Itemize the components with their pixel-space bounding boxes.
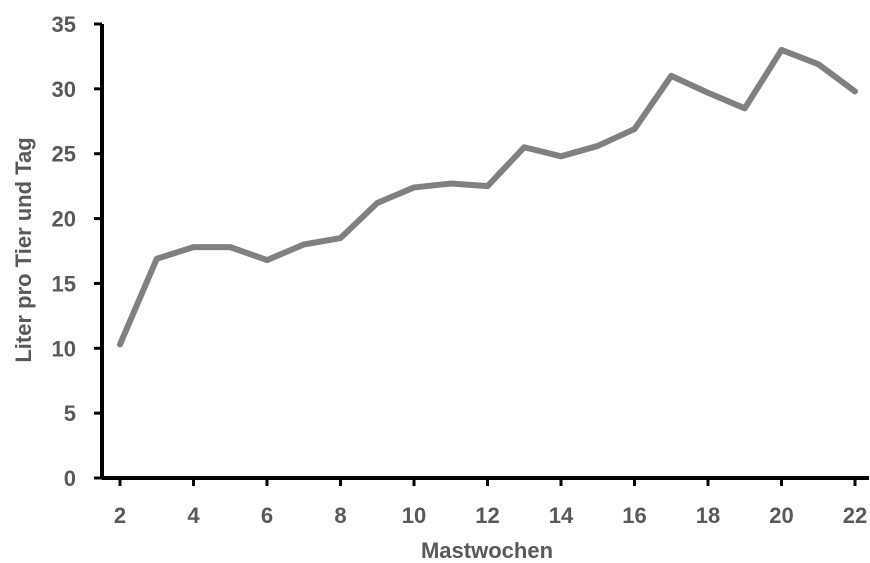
x-tick-label: 4 — [187, 503, 200, 528]
y-tick-label: 0 — [64, 466, 76, 491]
y-tick-label: 30 — [52, 77, 76, 102]
x-tick-label: 8 — [334, 503, 346, 528]
axes — [94, 22, 869, 486]
y-tick-label: 25 — [52, 142, 76, 167]
y-tick-label: 35 — [52, 12, 76, 37]
x-tick-label: 16 — [622, 503, 646, 528]
x-tick-label: 20 — [769, 503, 793, 528]
y-tick-label: 15 — [52, 271, 76, 296]
series-line — [117, 46, 858, 348]
y-tick-label: 20 — [52, 207, 76, 232]
y-tick-label: 10 — [52, 336, 76, 361]
series-layer — [117, 46, 858, 348]
x-tick-label: 6 — [261, 503, 273, 528]
x-tick-label: 2 — [114, 503, 126, 528]
x-tick-label: 22 — [843, 503, 867, 528]
y-tick-label: 5 — [64, 401, 76, 426]
y-axis-title: Liter pro Tier und Tag — [11, 137, 36, 362]
x-axis-title: Mastwochen — [421, 538, 553, 563]
x-tick-label: 12 — [475, 503, 499, 528]
x-tick-label: 10 — [402, 503, 426, 528]
x-tick-labels: 2 4 6 8 10 12 14 16 18 20 22 — [114, 503, 867, 528]
y-tick-labels: 0 5 10 15 20 25 30 35 — [52, 12, 76, 491]
x-tick-label: 18 — [696, 503, 720, 528]
x-tick-label: 14 — [549, 503, 574, 528]
